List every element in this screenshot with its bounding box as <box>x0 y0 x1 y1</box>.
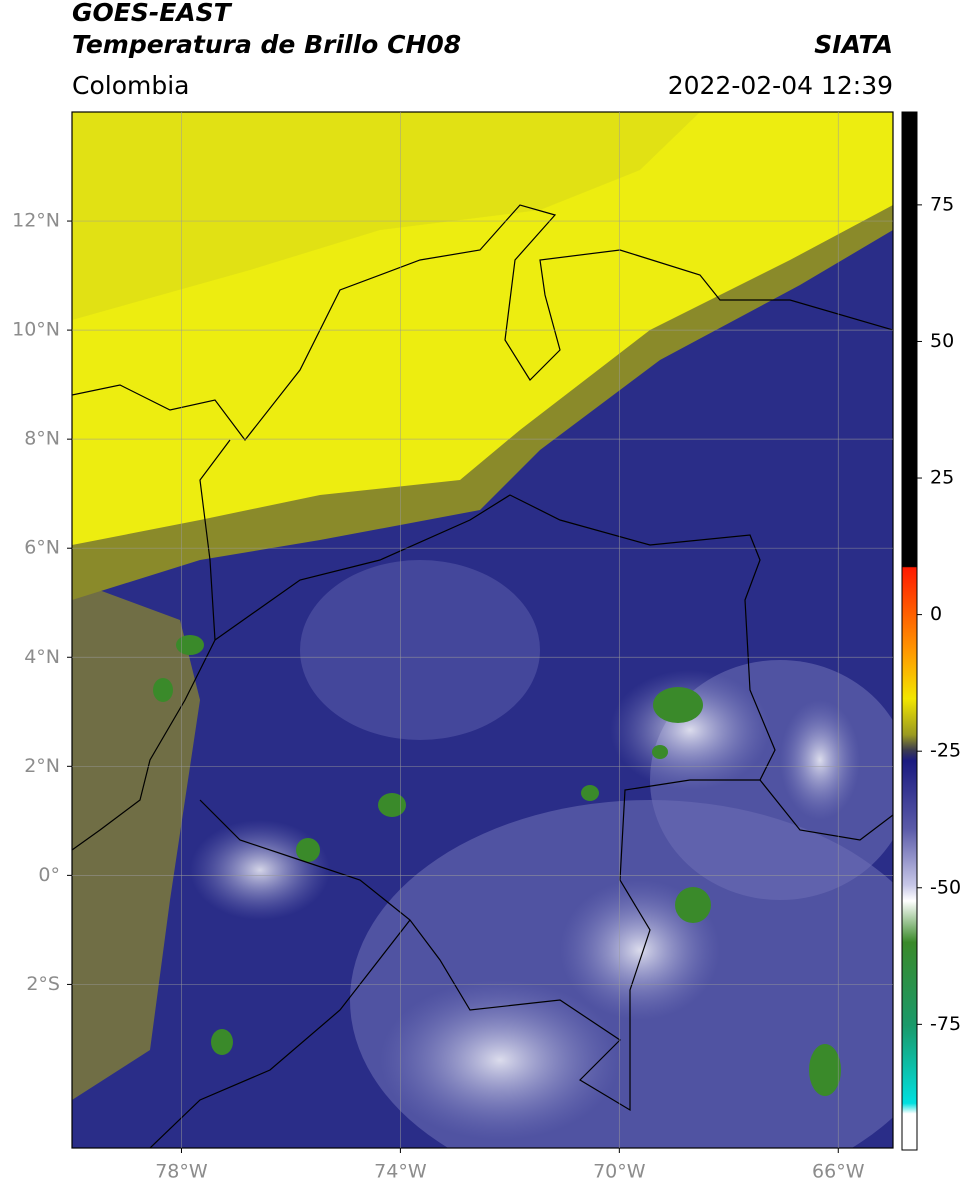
colorbar-tick-label: 50 <box>930 330 954 352</box>
colorbar <box>901 111 918 1151</box>
lat-tick-label: 8°N <box>24 428 60 450</box>
lat-tick-label: 0° <box>38 864 60 886</box>
satellite-image <box>72 112 893 1148</box>
title-line2: Temperatura de Brillo CH08 <box>72 30 461 59</box>
lon-tick-label: 66°W <box>812 1161 865 1183</box>
source: SIATA <box>814 30 893 59</box>
lon-tick-label: 78°W <box>155 1161 208 1183</box>
lon-tick-label: 70°W <box>593 1161 646 1183</box>
lat-tick-label: 6°N <box>24 537 60 559</box>
colorbar-tick-label: 75 <box>930 193 954 215</box>
colorbar-tick-label: -25 <box>930 740 961 762</box>
colorbar-tick-label: 0 <box>930 603 942 625</box>
lon-tick-label: 74°W <box>374 1161 427 1183</box>
map-frame <box>71 111 894 1149</box>
datetime: 2022-02-04 12:39 <box>668 71 893 100</box>
colorbar-tick-label: -75 <box>930 1013 961 1035</box>
lat-tick-label: 10°N <box>12 319 60 341</box>
lat-tick-label: 2°S <box>26 973 60 995</box>
colorbar-tick-label: 25 <box>930 467 954 489</box>
lat-tick-label: 2°N <box>24 755 60 777</box>
region: Colombia <box>72 71 189 100</box>
colorbar-tick-label: -50 <box>930 876 961 898</box>
title-line1: GOES-EAST <box>72 0 233 27</box>
lat-tick-label: 4°N <box>24 646 60 668</box>
lat-tick-label: 12°N <box>12 210 60 232</box>
